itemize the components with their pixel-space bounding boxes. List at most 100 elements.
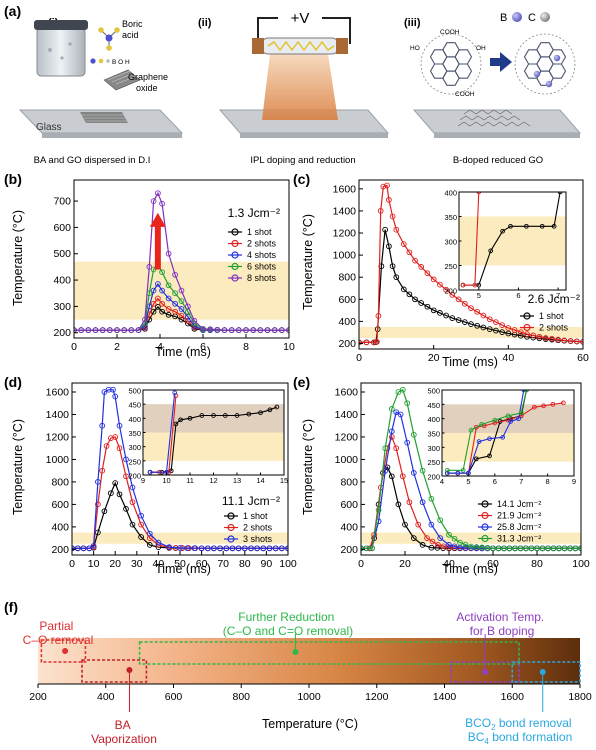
data-point — [159, 200, 165, 207]
data-point — [155, 295, 161, 302]
data-point — [395, 501, 402, 508]
data-point — [382, 226, 388, 233]
data-point — [536, 335, 543, 342]
legend-marker — [227, 523, 235, 532]
data-point — [430, 276, 437, 283]
data-point — [461, 300, 468, 307]
data-point — [363, 545, 370, 552]
oh-right: OH — [476, 45, 486, 52]
data-point — [472, 282, 478, 288]
data-point — [155, 304, 161, 310]
data-point — [116, 491, 123, 498]
data-point — [451, 535, 458, 542]
data-point — [490, 545, 496, 552]
series-31-3-jcm- — [361, 386, 581, 552]
data-point — [492, 417, 498, 423]
x-tick-label: 40 — [443, 558, 455, 570]
temperature-band — [143, 432, 284, 461]
data-point — [487, 453, 492, 459]
x-tick-label: 2 — [114, 341, 120, 353]
data-point — [555, 336, 561, 343]
data-point — [165, 311, 172, 318]
data-point — [492, 420, 498, 426]
data-point — [78, 327, 85, 333]
y-tick-label: 1000 — [335, 454, 359, 466]
x-tick-label: 50 — [174, 558, 186, 570]
panel-b: (b) 0 2 4 6 8 10 200 300 400 500 600 700 Time (ms) Tem… — [4, 171, 295, 359]
region-ba — [81, 659, 148, 683]
data-point — [166, 544, 173, 550]
panel-label: (c) — [293, 171, 310, 187]
y-tick-label: 400 — [53, 275, 71, 287]
y-tick-label: 200 — [53, 327, 71, 339]
go-film-i — [80, 112, 128, 123]
data-point — [142, 316, 148, 323]
series-line — [463, 192, 561, 286]
data-point — [572, 545, 579, 552]
series-3-shots — [72, 386, 288, 552]
data-point — [474, 308, 481, 315]
legend-entry: 4 shots — [228, 250, 277, 260]
legend-marker — [523, 312, 531, 320]
x-tick-label: 20 — [428, 352, 440, 364]
data-point — [435, 542, 441, 548]
data-point — [406, 249, 413, 256]
boric-acid-line2: acid — [122, 30, 139, 40]
data-point — [74, 327, 77, 333]
data-point — [112, 480, 119, 486]
data-point — [241, 545, 248, 552]
data-point — [90, 543, 97, 549]
data-point — [539, 223, 545, 229]
data-point — [429, 538, 436, 545]
x-tick-label: 9 — [572, 477, 576, 486]
ba-line1: BA — [115, 718, 131, 732]
data-point — [99, 422, 106, 429]
y-tick-label: 600 — [340, 499, 358, 511]
f-tick-label: 1600 — [501, 691, 525, 703]
data-point — [173, 421, 179, 427]
data-point — [388, 428, 395, 435]
data-point — [146, 264, 153, 270]
data-point — [217, 545, 223, 552]
label-further-reduction: Further Reduction (C–O and C=O removal) — [223, 610, 353, 638]
x-axis-title: Time (ms) — [442, 355, 498, 369]
data-point — [418, 300, 425, 306]
data-point — [260, 545, 267, 552]
data-point — [138, 521, 144, 528]
data-point — [257, 327, 264, 333]
data-point — [545, 545, 551, 552]
data-point — [172, 390, 178, 396]
series-25-8-jcm- — [444, 390, 527, 476]
x-tick-label: 0 — [358, 558, 364, 570]
data-point — [363, 339, 370, 346]
data-point — [123, 473, 129, 480]
series-2-shots — [359, 182, 583, 346]
boron-atom-icon — [512, 12, 522, 22]
legend-label: 6 shots — [247, 262, 277, 272]
activation-line1: Activation Temp. — [456, 610, 544, 624]
b-doped-graphene-lattice-icon — [514, 33, 576, 95]
y-tick-label: 1600 — [335, 386, 359, 398]
x-tick-label: 60 — [577, 352, 589, 364]
plot-frame — [360, 382, 582, 556]
x-tick-label: 100 — [279, 558, 297, 570]
data-point — [112, 434, 119, 440]
x-tick-label: 10 — [162, 476, 170, 485]
data-point — [150, 198, 157, 204]
y-tick-label: 400 — [128, 415, 141, 424]
x-tick-label: 6 — [516, 291, 520, 300]
temperature-band — [72, 532, 288, 544]
data-point — [455, 296, 462, 303]
data-point — [285, 545, 288, 552]
marker-partial — [62, 648, 69, 654]
data-point — [116, 445, 123, 452]
data-point — [479, 422, 484, 427]
y-tick-label: 1400 — [335, 409, 359, 421]
x-tick-label: 7 — [519, 477, 523, 486]
data-point — [428, 544, 435, 551]
data-point — [384, 182, 390, 189]
partial-line1: Partial — [39, 619, 73, 633]
y-tick-label: 1600 — [333, 183, 357, 195]
legend-b-label: B — [500, 12, 507, 24]
